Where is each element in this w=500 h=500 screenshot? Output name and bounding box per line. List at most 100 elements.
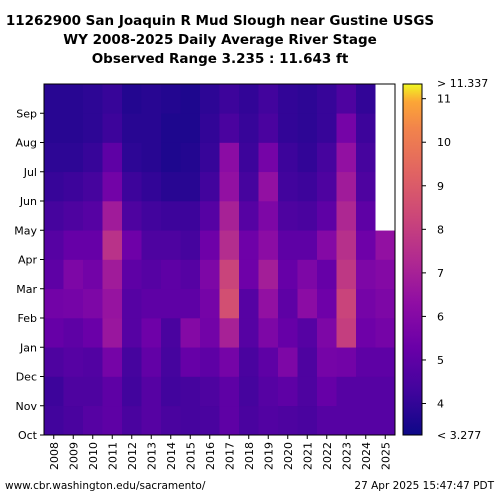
heatmap-cell-2017-aug	[219, 113, 240, 143]
heatmap-cell-2013-feb	[141, 288, 162, 319]
heatmap-cell-2012-aug	[122, 113, 142, 143]
heatmap-cell-2024-aug	[356, 113, 376, 143]
heatmap-cell-2013-jul	[141, 142, 162, 173]
heatmap-cell-2017-apr	[219, 230, 240, 260]
heatmap-cell-2018-mar	[239, 259, 259, 290]
heatmap-cell-2009-oct	[63, 405, 84, 436]
heatmap-cell-2011-dec	[102, 347, 123, 377]
heatmap-cell-2013-nov	[141, 376, 162, 407]
heatmap-cell-2016-nov	[200, 376, 220, 407]
x-tick-label-2024: 2024	[360, 442, 373, 470]
heatmap-cell-2024-jan	[356, 318, 376, 348]
heatmap-cell-2012-oct	[122, 405, 142, 436]
heatmap-cell-2010-jul	[83, 142, 103, 173]
heatmap-cell-2018-jul	[239, 142, 259, 173]
heatmap-cell-2019-may	[258, 201, 279, 231]
heatmap-cell-2010-feb	[83, 288, 103, 319]
y-tick-label-oct: Oct	[18, 429, 38, 442]
x-tick-label-2019: 2019	[262, 442, 275, 470]
y-tick-label-may: May	[14, 224, 37, 237]
heatmap-cell-2008-apr	[44, 230, 64, 260]
x-tick-label-2014: 2014	[165, 442, 178, 470]
heatmap-cell-2024-dec	[356, 347, 376, 377]
heatmap-cell-2014-aug	[161, 113, 181, 143]
heatmap-cell-2008-jun	[44, 171, 64, 202]
heatmap-cell-2018-may	[239, 201, 259, 231]
heatmap-cell-2020-apr	[278, 230, 298, 260]
heatmap-cell-2011-apr	[102, 230, 123, 260]
heatmap-cell-2019-aug	[258, 113, 279, 143]
heatmap-cell-2009-mar	[63, 259, 84, 290]
x-tick-label-2022: 2022	[321, 442, 334, 470]
chart-title-line-2: WY 2008-2025 Daily Average River Stage	[63, 32, 377, 48]
heatmap-cell-2009-jul	[63, 142, 84, 173]
x-tick-label-2021: 2021	[301, 442, 314, 470]
heatmap-cell-2024-sep	[356, 84, 376, 114]
heatmap-cell-2025-jan	[375, 318, 396, 348]
heatmap-cell-2010-aug	[83, 113, 103, 143]
heatmap-cell-2013-jun	[141, 171, 162, 202]
y-tick-label-mar: Mar	[16, 283, 37, 296]
heatmap-cell-2022-sep	[317, 84, 337, 114]
heatmap-cell-2015-sep	[180, 84, 201, 114]
x-tick-label-2023: 2023	[340, 442, 353, 470]
heatmap-cell-2016-mar	[200, 259, 220, 290]
x-tick-label-2013: 2013	[145, 442, 158, 470]
heatmap-cell-2018-sep	[239, 84, 259, 114]
heatmap-cell-2009-feb	[63, 288, 84, 319]
heatmap-cell-2015-apr	[180, 230, 201, 260]
heatmap-cell-2018-jan	[239, 318, 259, 348]
heatmap-cell-2015-jun	[180, 171, 201, 202]
heatmap-cell-2023-aug	[336, 113, 357, 143]
heatmap-cell-2017-dec	[219, 347, 240, 377]
heatmap-cell-2025-dec	[375, 347, 396, 377]
y-tick-label-nov: Nov	[16, 400, 38, 413]
heatmap-cell-2008-oct	[44, 405, 64, 436]
heatmap-cell-2023-feb	[336, 288, 357, 319]
heatmap-cell-2025-nov	[375, 376, 396, 407]
heatmap-cell-2008-dec	[44, 347, 64, 377]
heatmap-cell-2018-nov	[239, 376, 259, 407]
heatmap-cell-2023-jun	[336, 171, 357, 202]
heatmap-cell-2021-apr	[297, 230, 318, 260]
heatmap-cell-2019-oct	[258, 405, 279, 436]
heatmap-cell-2011-oct	[102, 405, 123, 436]
x-tick-label-2017: 2017	[223, 442, 236, 470]
heatmap-cell-2024-mar	[356, 259, 376, 290]
heatmap-cell-2023-oct	[336, 405, 357, 436]
heatmap-cell-2016-jan	[200, 318, 220, 348]
heatmap-cell-2011-jun	[102, 171, 123, 202]
footer-timestamp: 27 Apr 2025 15:47:47 PDT	[354, 480, 494, 492]
heatmap-cell-2016-jun	[200, 171, 220, 202]
heatmap-cell-2019-dec	[258, 347, 279, 377]
heatmap-cell-2022-feb	[317, 288, 337, 319]
heatmap-cell-2014-sep	[161, 84, 181, 114]
x-tick-label-2012: 2012	[126, 442, 139, 470]
heatmap-cell-2020-feb	[278, 288, 298, 319]
heatmap-cell-2025-may	[375, 201, 396, 231]
heatmap-cell-2013-aug	[141, 113, 162, 143]
y-tick-label-aug: Aug	[16, 137, 37, 150]
heatmap-cell-2025-jun	[375, 171, 396, 202]
heatmap-cell-2021-jan	[297, 318, 318, 348]
heatmap-cell-2010-may	[83, 201, 103, 231]
heatmap-cell-2014-dec	[161, 347, 181, 377]
heatmap-cell-2014-may	[161, 201, 181, 231]
heatmap-cell-2019-jul	[258, 142, 279, 173]
heatmap-cell-2024-jul	[356, 142, 376, 173]
heatmap-cell-2017-mar	[219, 259, 240, 290]
heatmap-cell-2012-dec	[122, 347, 142, 377]
y-tick-label-apr: Apr	[18, 254, 38, 267]
heatmap-cell-2022-oct	[317, 405, 337, 436]
heatmap-cell-2008-feb	[44, 288, 64, 319]
heatmap-cell-2020-dec	[278, 347, 298, 377]
heatmap-cell-2022-nov	[317, 376, 337, 407]
y-tick-label-dec: Dec	[16, 371, 37, 384]
chart-title-line-3: Observed Range 3.235 : 11.643 ft	[92, 51, 349, 67]
heatmap-cell-2012-jun	[122, 171, 142, 202]
heatmap-cell-2015-jul	[180, 142, 201, 173]
heatmap-cell-2020-oct	[278, 405, 298, 436]
chart-title-line-1: 11262900 San Joaquin R Mud Slough near G…	[6, 13, 434, 29]
x-tick-label-2015: 2015	[184, 442, 197, 470]
heatmap-cell-2013-sep	[141, 84, 162, 114]
